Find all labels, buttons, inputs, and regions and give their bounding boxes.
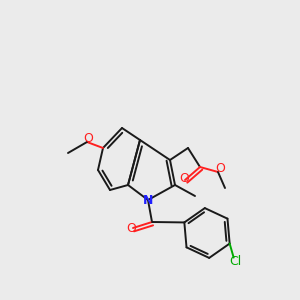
Text: Cl: Cl [230, 255, 242, 268]
Text: O: O [179, 172, 189, 185]
Text: O: O [126, 221, 136, 235]
Text: N: N [143, 194, 153, 206]
Text: O: O [215, 163, 225, 176]
Text: O: O [83, 133, 93, 146]
